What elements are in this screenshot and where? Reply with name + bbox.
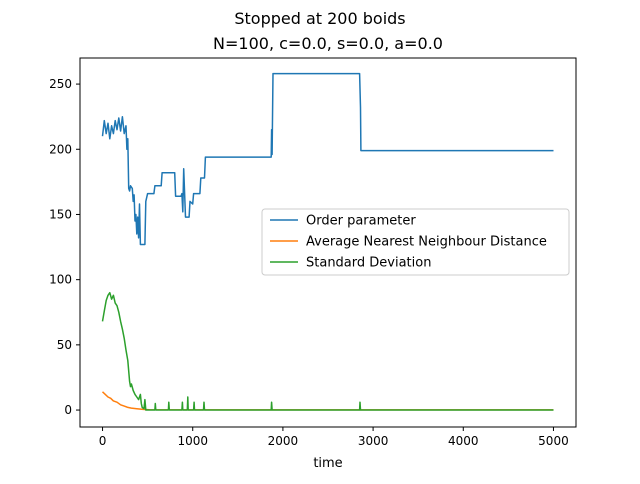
y-tick-label: 200 (49, 142, 72, 156)
x-tick-label: 1000 (177, 434, 208, 448)
legend-label-3: Standard Deviation (306, 256, 431, 271)
y-tick-label: 100 (49, 273, 72, 287)
axes-frame (79, 57, 577, 428)
x-tick-label: 5000 (538, 434, 569, 448)
x-axis-label: time (313, 456, 342, 471)
series-line-2 (101, 391, 554, 411)
legend: Order parameter Average Nearest Neighbour… (261, 208, 570, 276)
legend-box (261, 208, 570, 276)
x-tick-label: 3000 (358, 434, 389, 448)
plot-area: 0 1000 2000 3000 4000 5000 0 50 100 150 200 250 (49, 57, 577, 448)
x-tick-label: 2000 (268, 434, 299, 448)
y-tick-label: 150 (49, 207, 72, 221)
legend-label-1: Order parameter (306, 214, 416, 229)
series-line-1 (101, 72, 554, 246)
chart-suptitle: Stopped at 200 boids (234, 9, 405, 28)
x-tick-label: 4000 (448, 434, 479, 448)
x-tick-label: 0 (99, 434, 107, 448)
y-tick-label: 250 (49, 77, 72, 91)
legend-label-2: Average Nearest Neighbour Distance (306, 235, 547, 250)
y-tick-label: 50 (57, 338, 72, 352)
series-line-3 (101, 291, 554, 411)
y-tick-label: 0 (64, 403, 72, 417)
chart-title: N=100, c=0.0, s=0.0, a=0.0 (213, 34, 443, 53)
